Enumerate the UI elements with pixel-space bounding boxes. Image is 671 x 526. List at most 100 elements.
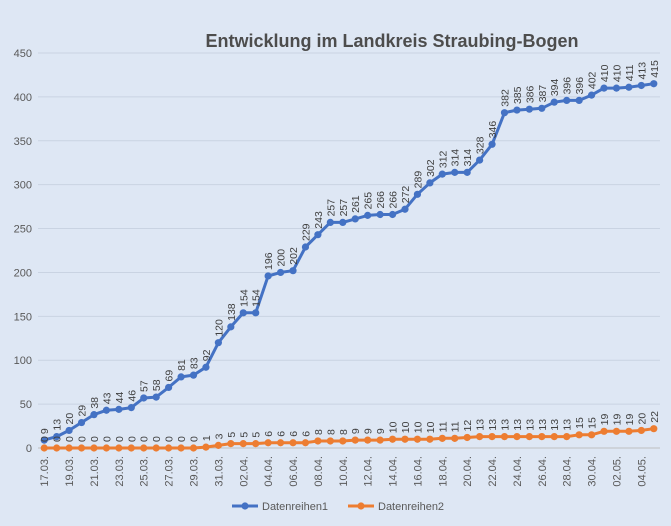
- data-point: [575, 96, 583, 104]
- data-point: [227, 440, 235, 448]
- data-point: [476, 156, 484, 164]
- data-label: 15: [574, 417, 586, 429]
- data-point: [488, 140, 496, 148]
- data-label: 0: [64, 436, 76, 442]
- x-tick-label: 02.04.: [238, 456, 250, 487]
- data-label: 57: [139, 380, 151, 392]
- data-point: [339, 437, 347, 445]
- data-label: 196: [263, 252, 275, 270]
- data-label: 266: [388, 191, 400, 209]
- data-label: 415: [649, 60, 661, 78]
- data-label: 413: [636, 62, 648, 80]
- data-point: [301, 243, 310, 251]
- data-label: 410: [611, 64, 623, 82]
- data-point: [65, 444, 73, 452]
- data-point: [525, 105, 533, 113]
- data-label: 314: [462, 149, 474, 167]
- x-tick-label: 20.04.: [462, 456, 474, 487]
- data-label: 81: [176, 359, 188, 371]
- data-point: [376, 436, 384, 444]
- x-tick-label: 14.04.: [388, 456, 400, 487]
- data-label: 83: [189, 357, 201, 369]
- data-point: [575, 431, 583, 439]
- data-point: [40, 444, 48, 452]
- data-point: [314, 231, 322, 239]
- data-label: 13: [487, 419, 499, 431]
- x-tick-label: 30.04.: [587, 456, 599, 487]
- data-point: [227, 323, 235, 331]
- data-point: [127, 404, 135, 412]
- data-label: 314: [450, 149, 462, 167]
- data-point: [252, 440, 260, 448]
- data-point: [40, 436, 48, 444]
- data-label: 1: [201, 435, 213, 441]
- data-label: 0: [77, 436, 89, 442]
- data-label: 5: [226, 432, 238, 438]
- data-point: [177, 373, 185, 381]
- x-tick-label: 19.03.: [64, 456, 76, 487]
- data-label: 0: [164, 436, 176, 442]
- chart-title: Entwicklung im Landkreis Straubing-Bogen: [205, 31, 578, 51]
- data-label: 13: [475, 419, 487, 431]
- data-point: [612, 427, 621, 435]
- data-label: 22: [649, 411, 661, 423]
- data-label: 257: [338, 199, 350, 217]
- data-point: [77, 418, 86, 427]
- data-point: [90, 444, 98, 452]
- y-tick-label: 450: [14, 48, 32, 60]
- data-label: 10: [388, 421, 400, 433]
- data-point: [53, 432, 61, 441]
- data-point: [115, 444, 123, 452]
- data-point: [525, 432, 533, 441]
- data-point: [127, 444, 135, 452]
- data-label: 6: [300, 431, 312, 437]
- data-point: [463, 168, 471, 176]
- data-label: 38: [89, 397, 101, 409]
- data-label: 312: [437, 150, 449, 168]
- data-point: [637, 81, 645, 90]
- data-point: [500, 109, 509, 117]
- x-axis-ticks: 17.03. 19.03. 21.03. 23.03. 25.03. 27.03. 29.0…: [39, 456, 648, 487]
- data-label: 387: [537, 85, 549, 103]
- data-label: 12: [462, 420, 474, 432]
- data-point: [401, 435, 409, 443]
- data-point: [650, 80, 658, 88]
- data-label: 410: [599, 64, 611, 82]
- data-point: [587, 431, 596, 439]
- data-point: [351, 215, 359, 223]
- series-line-1: [43, 82, 655, 442]
- data-label: 289: [412, 171, 424, 189]
- data-label: 10: [400, 421, 412, 433]
- data-point: [550, 98, 558, 106]
- data-point: [264, 439, 272, 447]
- data-label: 229: [300, 223, 312, 241]
- data-label: 302: [425, 159, 437, 177]
- data-label: 385: [512, 86, 524, 104]
- data-point: [600, 84, 608, 92]
- y-tick-label: 150: [14, 311, 32, 323]
- data-label: 3: [213, 433, 225, 439]
- data-point: [376, 210, 384, 219]
- data-label: 10: [425, 421, 437, 433]
- y-tick-label: 300: [14, 180, 32, 192]
- data-label: 394: [549, 78, 561, 96]
- data-label: 265: [363, 192, 375, 210]
- x-tick-label: 12.04.: [363, 456, 375, 487]
- data-point: [438, 170, 446, 178]
- data-point: [115, 405, 123, 413]
- x-tick-label: 17.03.: [39, 456, 51, 487]
- data-label: 328: [475, 136, 487, 154]
- gridlines: [38, 52, 660, 449]
- data-point: [202, 443, 210, 451]
- data-point: [276, 268, 285, 277]
- y-tick-label: 50: [20, 399, 32, 411]
- data-label: 0: [139, 436, 151, 442]
- legend-label: Datenreihen1: [262, 501, 328, 513]
- data-point: [364, 211, 372, 219]
- legend-swatch-marker: [357, 502, 365, 510]
- data-label: 120: [213, 319, 225, 337]
- data-label: 8: [325, 429, 337, 435]
- data-point: [326, 218, 334, 227]
- data-point: [625, 83, 633, 91]
- data-point: [189, 444, 198, 452]
